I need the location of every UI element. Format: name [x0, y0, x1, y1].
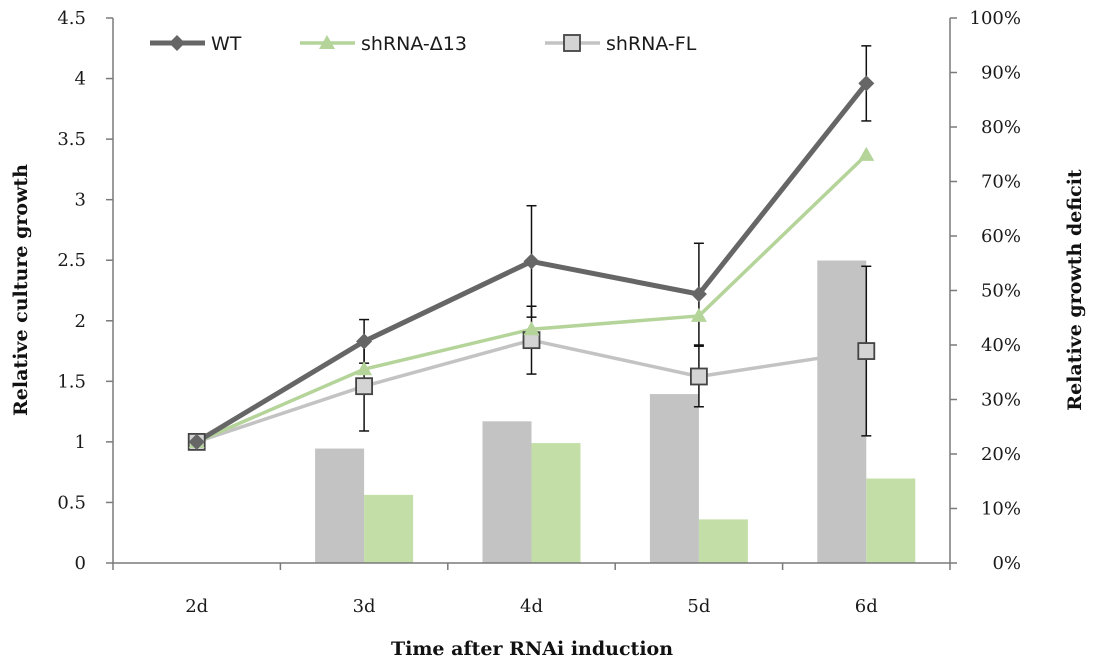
bars-layer	[315, 260, 916, 563]
y2-tick-label: 70%	[981, 172, 1021, 193]
marker-WT-3d	[356, 333, 373, 350]
y2-tick-label: 60%	[981, 226, 1021, 247]
y-axis-title: Relative culture growth	[10, 164, 32, 416]
legend-label: shRNA-FL	[606, 33, 697, 55]
y2-tick-label: 100%	[970, 8, 1021, 29]
ticks-layer: 0 0.5 1 1.5 2 2.5 3 3.5 4 4.5 0% 10% 20% 30% 40% 50% 60%…	[57, 8, 1021, 617]
y2-tick-label: 50%	[981, 281, 1021, 302]
y2-tick-label: 10%	[981, 499, 1021, 520]
bar-shRNA-FL-6d	[817, 260, 867, 563]
y2-tick-label: 0%	[992, 553, 1021, 574]
y2-tick-label: 20%	[981, 444, 1021, 465]
y-tick-label: 2	[75, 311, 86, 332]
legend-marker-shRNA-Δ13	[319, 35, 335, 49]
bar-shRNA-Δ13-5d	[698, 519, 748, 563]
legend-marker-shRNA-FL	[563, 34, 581, 52]
x-tick-label: 2d	[185, 596, 208, 617]
legend-marker-WT	[169, 35, 185, 51]
x-tick-label: 6d	[855, 596, 878, 617]
y2-tick-label: 90%	[981, 63, 1021, 84]
y-tick-label: 4.5	[57, 8, 86, 29]
bar-shRNA-FL-4d	[482, 421, 532, 563]
x-tick-label: 4d	[520, 596, 543, 617]
bar-shRNA-FL-3d	[315, 448, 365, 563]
y-tick-label: 3	[75, 190, 86, 211]
legend: WT shRNA-Δ13 shRNA-FL	[150, 33, 697, 55]
marker-WT-4d	[523, 253, 540, 270]
y-tick-label: 1.5	[57, 371, 86, 392]
bar-shRNA-Δ13-4d	[531, 443, 581, 563]
marker-shRNA-Δ13-6d	[858, 146, 875, 161]
y-tick-label: 0.5	[57, 492, 86, 513]
y2-tick-label: 40%	[981, 335, 1021, 356]
x-tick-label: 3d	[353, 596, 376, 617]
y-tick-label: 1	[75, 432, 86, 453]
y2-axis-title: Relative growth deficit	[1064, 169, 1086, 411]
marker-WT-5d	[690, 286, 707, 303]
y-tick-label: 0	[75, 553, 86, 574]
marker-WT-2d	[188, 433, 205, 450]
marker-shRNA-FL-6d	[857, 342, 876, 360]
marker-shRNA-Δ13-3d	[356, 361, 373, 376]
y2-tick-label: 80%	[981, 117, 1021, 138]
bar-shRNA-Δ13-6d	[866, 478, 916, 563]
y-tick-label: 3.5	[57, 129, 86, 150]
y2-tick-label: 30%	[981, 390, 1021, 411]
legend-label: shRNA-Δ13	[361, 33, 467, 55]
marker-shRNA-FL-5d	[690, 367, 708, 386]
lines-layer	[187, 45, 876, 451]
marker-shRNA-FL-3d	[355, 377, 374, 396]
marker-shRNA-Δ13-4d	[523, 321, 540, 336]
bar-shRNA-Δ13-3d	[364, 494, 414, 563]
marker-WT-6d	[858, 75, 875, 92]
y-tick-label: 4	[75, 69, 86, 90]
x-axis-title: Time after RNAi induction	[391, 638, 673, 660]
y-tick-label: 2.5	[57, 250, 86, 271]
x-tick-label: 5d	[687, 596, 710, 617]
axes-layer	[106, 17, 957, 570]
bar-shRNA-FL-5d	[649, 394, 699, 563]
legend-label: WT	[211, 33, 242, 55]
marker-shRNA-Δ13-5d	[690, 307, 707, 322]
